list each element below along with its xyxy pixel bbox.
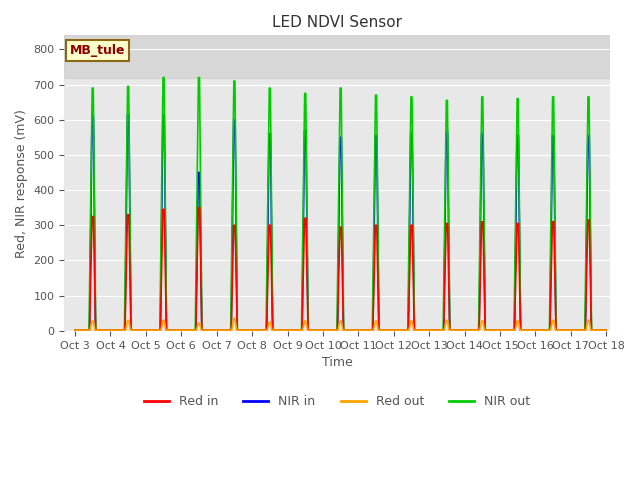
NIR out — [602, 327, 610, 333]
NIR out — [177, 327, 185, 333]
NIR in — [283, 327, 291, 333]
NIR in — [394, 327, 401, 333]
Line: Red out: Red out — [75, 319, 606, 330]
Red in — [71, 327, 79, 333]
Title: LED NDVI Sensor: LED NDVI Sensor — [272, 15, 402, 30]
Red in — [177, 327, 185, 333]
Red out — [283, 327, 291, 333]
NIR out — [326, 327, 334, 333]
Line: Red in: Red in — [75, 208, 606, 330]
Red in — [394, 327, 401, 333]
NIR in — [124, 112, 131, 118]
NIR in — [177, 327, 185, 333]
Red in — [326, 327, 334, 333]
NIR out — [394, 327, 401, 333]
Red out — [177, 327, 185, 333]
NIR out — [248, 327, 255, 333]
Line: NIR out: NIR out — [75, 78, 606, 330]
NIR in — [326, 327, 334, 333]
NIR out — [71, 327, 79, 333]
NIR out — [159, 75, 167, 81]
Red out — [602, 327, 610, 333]
Red in — [248, 327, 255, 333]
Red in — [283, 327, 291, 333]
Red out — [579, 327, 586, 333]
Red out — [326, 327, 334, 333]
Red in — [602, 327, 610, 333]
Red in — [579, 327, 586, 333]
NIR in — [71, 327, 79, 333]
X-axis label: Time: Time — [322, 356, 353, 369]
NIR in — [248, 327, 255, 333]
Red out — [248, 327, 255, 333]
Red out — [230, 316, 238, 322]
Y-axis label: Red, NIR response (mV): Red, NIR response (mV) — [15, 108, 28, 257]
NIR in — [579, 327, 586, 333]
Line: NIR in: NIR in — [75, 115, 606, 330]
Text: MB_tule: MB_tule — [70, 44, 125, 57]
NIR in — [602, 327, 610, 333]
Bar — [65, 36, 610, 78]
NIR out — [283, 327, 291, 333]
Red out — [71, 327, 79, 333]
NIR out — [579, 327, 586, 333]
Red out — [394, 327, 401, 333]
Red in — [195, 205, 202, 211]
Legend: Red in, NIR in, Red out, NIR out: Red in, NIR in, Red out, NIR out — [139, 390, 535, 413]
